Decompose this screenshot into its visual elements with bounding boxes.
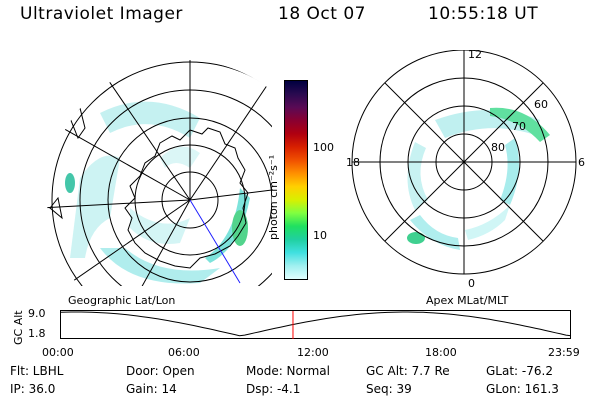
aurora-emission — [65, 101, 250, 284]
lat-label-60: 60 — [534, 98, 548, 111]
mlt-label-18: 18 — [346, 156, 360, 169]
glat-status: GLat: -76.2 — [486, 364, 553, 378]
alt-xtick-3: 18:00 — [425, 346, 457, 359]
date-label: 18 Oct 07 — [278, 4, 366, 24]
dsp-status: Dsp: -4.1 — [246, 382, 301, 396]
apex-label: Apex MLat/MLT — [426, 294, 509, 307]
seq-status: Seq: 39 — [366, 382, 412, 396]
filter-status: Flt: LBHL — [10, 364, 64, 378]
alt-xtick-2: 12:00 — [297, 346, 329, 359]
mlt-label-12: 12 — [468, 48, 482, 61]
mode-status: Mode: Normal — [246, 364, 330, 378]
colorbar-tick-10: 10 — [313, 229, 327, 242]
mlt-label-6: 6 — [578, 156, 585, 169]
polar-map — [351, 50, 577, 275]
instrument-title: Ultraviolet Imager — [20, 4, 183, 24]
alt-plot-ylabel: GC Alt — [12, 310, 25, 345]
glon-status: GLon: 161.3 — [486, 382, 559, 396]
colorbar — [284, 80, 308, 280]
alt-xtick-4: 23:59 — [548, 346, 580, 359]
lat-label-80: 80 — [491, 141, 505, 154]
geographic-map — [47, 60, 272, 286]
door-status: Door: Open — [126, 364, 195, 378]
ip-status: IP: 36.0 — [10, 382, 56, 396]
subsatellite-track — [189, 199, 241, 284]
gc-alt-status: GC Alt: 7.7 Re — [366, 364, 450, 378]
mlt-label-0: 0 — [468, 277, 475, 290]
alt-xtick-1: 06:00 — [168, 346, 200, 359]
lat-label-70: 70 — [512, 120, 526, 133]
alt-tick-9: 9.0 — [28, 307, 46, 320]
altitude-plot — [60, 310, 572, 339]
coastline — [124, 127, 249, 269]
alt-xtick-0: 00:00 — [42, 346, 74, 359]
colorbar-unit-label: photon cm⁻²s⁻¹ — [267, 154, 280, 240]
gain-status: Gain: 14 — [126, 382, 177, 396]
time-label: 10:55:18 UT — [428, 4, 539, 24]
colorbar-tick-100: 100 — [313, 141, 334, 154]
geographic-label: Geographic Lat/Lon — [68, 294, 176, 307]
alt-tick-1.8: 1.8 — [28, 327, 46, 340]
aurora-oval — [407, 107, 550, 250]
